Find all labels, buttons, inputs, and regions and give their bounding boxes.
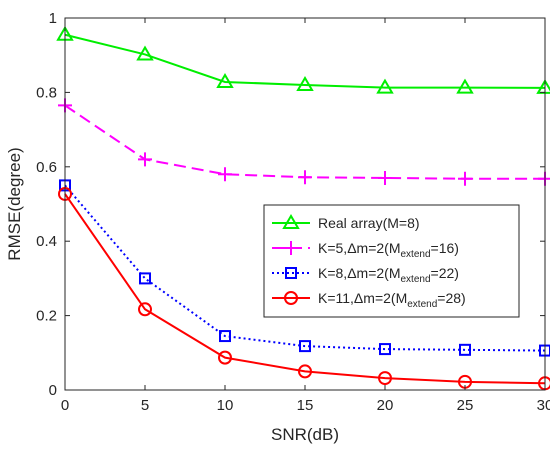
legend-label: Real array(M=8) bbox=[318, 215, 420, 231]
data-point bbox=[459, 343, 471, 356]
legend-item-4: K=11,Δm=2(Mextend=28) bbox=[272, 290, 466, 310]
x-tick-label: 20 bbox=[377, 397, 394, 414]
legend-label: K=11,Δm=2(Mextend=28) bbox=[318, 290, 466, 310]
data-point bbox=[216, 72, 234, 88]
y-axis-label: RMSE(degree) bbox=[5, 147, 24, 260]
data-point bbox=[378, 371, 392, 386]
data-point bbox=[136, 45, 154, 61]
data-point bbox=[139, 272, 151, 285]
data-point bbox=[218, 350, 232, 365]
data-point bbox=[218, 167, 232, 182]
legend-label: K=8,Δm=2(Mextend=22) bbox=[318, 265, 459, 285]
y-tick-label: 0.8 bbox=[36, 84, 57, 101]
data-point bbox=[376, 78, 394, 94]
axes-layer: 0 5 10 15 20 25 30 0 0.2 0.4 0.6 0.8 1 bbox=[36, 10, 550, 414]
y-tick-label: 0 bbox=[49, 382, 57, 399]
x-axis-label: SNR(dB) bbox=[271, 425, 339, 444]
y-tick-label: 0.2 bbox=[36, 308, 57, 325]
data-point bbox=[296, 75, 314, 91]
series-line bbox=[64, 33, 546, 89]
legend-label: K=5,Δm=2(Mextend=16) bbox=[318, 240, 459, 260]
y-tick-label: 0.6 bbox=[36, 159, 57, 176]
x-tick-label: 30 bbox=[537, 397, 550, 414]
data-point bbox=[379, 343, 391, 356]
data-point bbox=[138, 152, 152, 167]
legend-swatch-marker bbox=[284, 241, 298, 255]
legend-swatch-marker bbox=[285, 267, 297, 279]
data-point bbox=[378, 170, 392, 185]
data-point bbox=[298, 364, 312, 379]
legend-item-1: Real array(M=8) bbox=[272, 214, 420, 231]
plot-area bbox=[65, 18, 545, 390]
series-line bbox=[64, 193, 546, 385]
data-point bbox=[456, 78, 474, 94]
data-point bbox=[138, 302, 152, 317]
series-1 bbox=[56, 25, 550, 94]
legend-swatch-marker bbox=[284, 291, 298, 305]
legend-swatch-marker bbox=[282, 214, 300, 229]
data-point bbox=[299, 340, 311, 353]
y-tick-label: 0.4 bbox=[36, 233, 57, 250]
x-tick-label: 10 bbox=[217, 397, 234, 414]
x-tick-label: 15 bbox=[297, 397, 314, 414]
x-tick-label: 25 bbox=[457, 397, 474, 414]
x-tick-label: 5 bbox=[141, 397, 149, 414]
series-4 bbox=[58, 186, 550, 391]
data-point bbox=[219, 330, 231, 343]
series-line bbox=[64, 184, 546, 352]
data-point bbox=[458, 171, 472, 186]
data-point bbox=[298, 170, 312, 185]
legend: Real array(M=8) K=5,Δm=2(Mextend=16) K=8,Δ… bbox=[263, 204, 520, 318]
x-tick-label: 0 bbox=[61, 397, 69, 414]
legend-item-2: K=5,Δm=2(Mextend=16) bbox=[272, 240, 459, 260]
y-tick-label: 1 bbox=[49, 10, 57, 27]
legend-item-3: K=8,Δm=2(Mextend=22) bbox=[272, 265, 459, 285]
